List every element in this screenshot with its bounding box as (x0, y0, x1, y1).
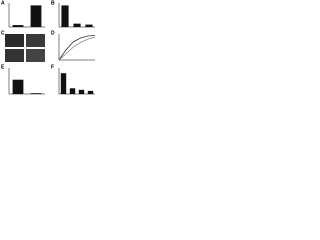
bar (73, 23, 81, 27)
micrograph (26, 49, 45, 62)
bar (61, 5, 69, 28)
line (58, 34, 96, 61)
bar (87, 90, 94, 94)
panel-label: E (1, 64, 5, 70)
panel-label: D (51, 30, 55, 36)
bar (85, 24, 93, 27)
bar (12, 25, 24, 27)
bar (12, 79, 24, 94)
figure: A B C D E F (1, 0, 96, 95)
micrograph (5, 34, 24, 47)
bar (30, 93, 42, 94)
line (58, 36, 96, 61)
bar (30, 5, 42, 28)
axis (58, 34, 95, 61)
bar (78, 89, 85, 94)
micrographs (5, 34, 45, 62)
micrograph (26, 34, 45, 47)
bar (60, 73, 67, 94)
micrograph (5, 49, 24, 62)
panel-label: C (1, 30, 5, 36)
axis (58, 3, 95, 28)
panel-label: F (51, 64, 54, 70)
panel-label: B (51, 0, 55, 6)
panel-label: A (1, 0, 5, 6)
bar (69, 88, 76, 94)
